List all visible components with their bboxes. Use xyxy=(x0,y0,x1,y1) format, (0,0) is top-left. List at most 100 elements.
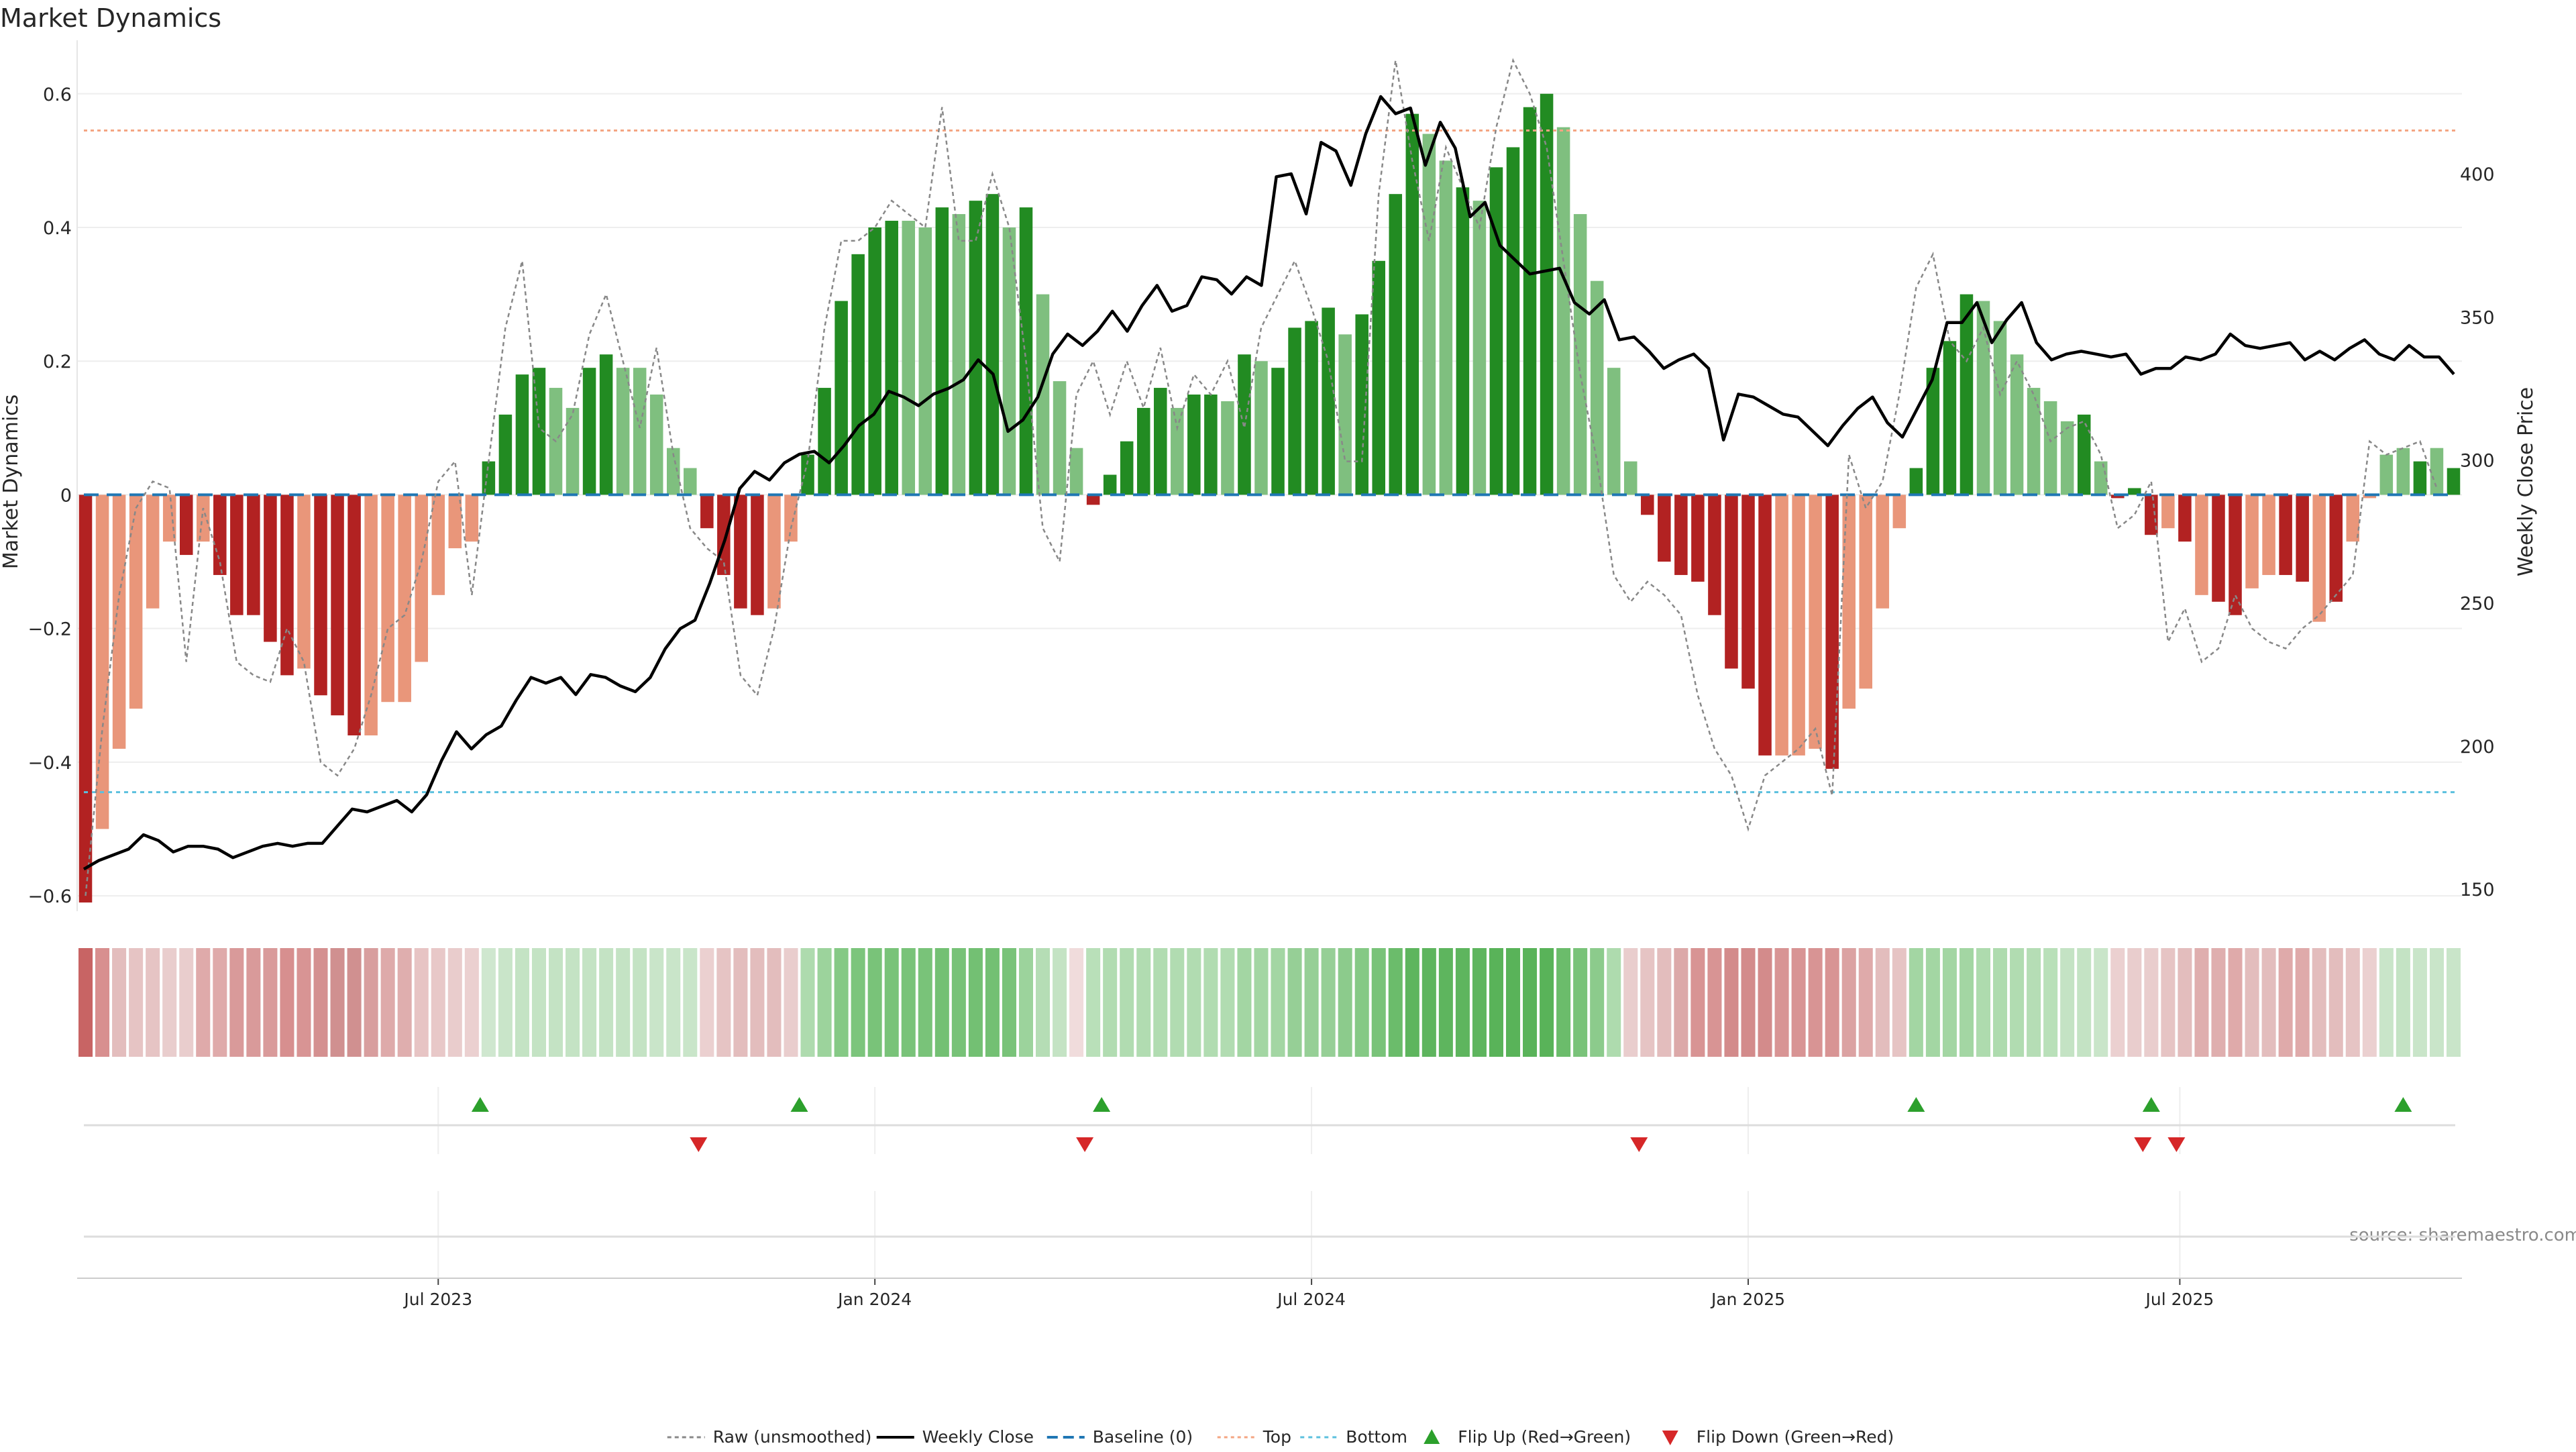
heat-cell xyxy=(2328,948,2343,1057)
heat-cell xyxy=(2345,948,2360,1057)
market-dynamics-bar xyxy=(784,495,798,542)
line-series xyxy=(83,58,2455,896)
market-dynamics-bar xyxy=(2396,448,2410,495)
market-dynamics-bar xyxy=(448,495,462,549)
market-dynamics-bar xyxy=(1187,395,1201,495)
heat-cell xyxy=(1741,948,1756,1057)
heat-cell xyxy=(2295,948,2310,1057)
market-dynamics-bar xyxy=(1556,127,1570,495)
heat-cell xyxy=(1993,948,2008,1057)
flip-up-marker xyxy=(1907,1097,1925,1112)
heat-cell xyxy=(481,948,496,1057)
market-dynamics-bar xyxy=(1422,134,1436,495)
market-dynamics-bar xyxy=(1053,381,1067,495)
legend-label: Top xyxy=(1263,1427,1291,1447)
y2-tick-label: 150 xyxy=(2460,880,2495,900)
y-tick-label: −0.4 xyxy=(28,753,72,774)
market-dynamics-bar xyxy=(767,495,781,609)
heat-cell xyxy=(2228,948,2243,1057)
market-dynamics-bar xyxy=(2161,495,2175,529)
gridlines xyxy=(77,93,2462,1278)
heat-cell xyxy=(2211,948,2226,1057)
legend-label: Raw (unsmoothed) xyxy=(713,1427,872,1447)
market-dynamics-bar xyxy=(331,495,344,716)
heat-cell xyxy=(2194,948,2209,1057)
market-dynamics-bar xyxy=(751,495,764,615)
heat-cell xyxy=(2412,948,2427,1057)
heat-cell xyxy=(1707,948,1722,1057)
heat-cell xyxy=(1388,948,1403,1057)
legend-label: Bottom xyxy=(1346,1427,1407,1447)
weekly-close-line xyxy=(83,95,2455,871)
market-dynamics-bar xyxy=(1842,495,1856,709)
market-dynamics-bar xyxy=(818,388,831,495)
market-dynamics-bar xyxy=(2145,495,2158,535)
y-tick-label: −0.6 xyxy=(28,886,72,907)
market-dynamics-bar xyxy=(1993,321,2007,495)
market-dynamics-bar xyxy=(347,495,361,736)
heat-cell xyxy=(834,948,849,1057)
heat-cell xyxy=(934,948,949,1057)
heat-cell xyxy=(548,948,564,1057)
heat-cell xyxy=(464,948,479,1057)
heat-cell xyxy=(2043,948,2058,1057)
heat-cell xyxy=(431,948,445,1057)
heat-cell xyxy=(1573,948,1588,1057)
source-credit: source: sharemaestro.com xyxy=(2349,1225,2576,1245)
market-dynamics-bar xyxy=(2329,495,2343,602)
y-tick-label: −0.2 xyxy=(28,619,72,640)
heat-strip xyxy=(78,948,2461,1057)
heat-cell xyxy=(867,948,882,1057)
heat-cell xyxy=(1758,948,1772,1057)
market-dynamics-bar xyxy=(566,407,580,495)
market-dynamics-bar xyxy=(1708,495,1721,615)
heat-cell xyxy=(1304,948,1319,1057)
heat-cell xyxy=(666,948,681,1057)
heat-cell xyxy=(2060,948,2075,1057)
market-dynamics-bar xyxy=(801,454,814,495)
market-dynamics-bar xyxy=(1876,495,1890,609)
market-dynamics-bar xyxy=(314,495,327,696)
flip-down-marker xyxy=(2134,1137,2152,1152)
heat-cell xyxy=(566,948,580,1057)
y2-tick-label: 200 xyxy=(2460,737,2495,758)
market-dynamics-bar xyxy=(2229,495,2242,615)
market-dynamics-bar xyxy=(599,354,613,495)
market-dynamics-bar xyxy=(1523,107,1537,495)
heat-cell xyxy=(1674,948,1688,1057)
heat-cell xyxy=(447,948,462,1057)
heat-cell xyxy=(1287,948,1302,1057)
heat-cell xyxy=(2094,948,2108,1057)
market-dynamics-bar xyxy=(666,448,680,495)
flip-up-marker xyxy=(1093,1097,1111,1112)
market-dynamics-bar xyxy=(179,495,193,556)
heat-cell xyxy=(918,948,932,1057)
market-dynamics-bar xyxy=(1271,368,1285,495)
heat-cell xyxy=(1136,948,1151,1057)
market-dynamics-bar xyxy=(2245,495,2259,588)
market-dynamics-bar xyxy=(2346,495,2360,542)
market-dynamics-bar xyxy=(1489,167,1503,495)
heat-cell xyxy=(146,948,160,1057)
legend-label: Flip Up (Red→Green) xyxy=(1458,1427,1631,1447)
market-dynamics-bar xyxy=(633,368,647,495)
heat-cell xyxy=(2144,948,2159,1057)
heat-cell xyxy=(313,948,328,1057)
market-dynamics-bar xyxy=(2027,388,2041,495)
market-dynamics-bar xyxy=(1976,301,1990,495)
market-dynamics-bar xyxy=(381,495,394,703)
market-dynamics-bar xyxy=(2060,421,2074,495)
heat-cell xyxy=(1976,948,1991,1057)
market-dynamics-bar xyxy=(264,495,277,642)
heat-cell xyxy=(1086,948,1101,1057)
market-dynamics-bar xyxy=(835,301,848,495)
x-tick-label: Jan 2024 xyxy=(837,1290,912,1309)
heat-cell xyxy=(1523,948,1538,1057)
market-dynamics-bar xyxy=(1204,395,1218,495)
market-dynamics-bar xyxy=(2262,495,2275,575)
heat-cell xyxy=(985,948,1000,1057)
market-dynamics-bar xyxy=(684,468,697,495)
heat-cell xyxy=(1825,948,1839,1057)
heat-cell xyxy=(246,948,261,1057)
